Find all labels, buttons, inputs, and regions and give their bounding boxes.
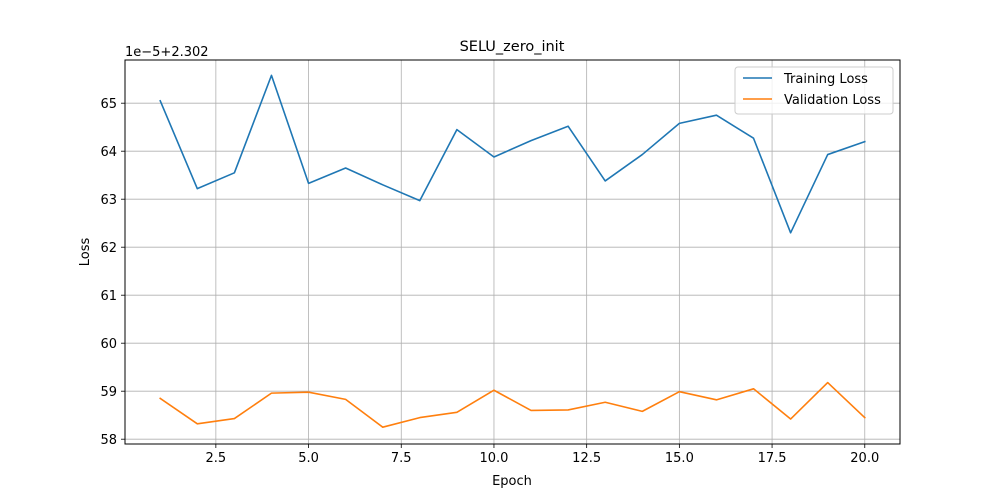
y-tick-label: 60: [100, 337, 117, 352]
x-axis-label: Epoch: [492, 474, 532, 489]
y-tick-label: 62: [100, 241, 117, 256]
x-tick-label: 12.5: [572, 451, 601, 466]
x-tick-label: 17.5: [758, 451, 787, 466]
y-tick-label: 65: [100, 97, 117, 112]
legend-box: [734, 66, 894, 115]
y-tick-label: 63: [100, 193, 117, 208]
y-tick-label: 59: [100, 385, 117, 400]
y-tick-label: 61: [100, 289, 117, 304]
legend-label-training-loss: Training Loss: [783, 72, 868, 87]
series-line-training-loss: [159, 74, 866, 234]
y-tick-label: 58: [100, 433, 117, 448]
plot-frame: [124, 59, 901, 445]
grid: [125, 60, 900, 444]
y-axis-ticks: 58 59 60 61 62 63 64 65: [100, 97, 125, 448]
legend: Training Loss Validation Loss: [734, 66, 894, 115]
x-tick-label: 20.0: [850, 451, 879, 466]
x-tick-label: 10.0: [479, 451, 508, 466]
y-axis-offset-label: 1e−5+2.302: [125, 45, 209, 60]
x-tick-label: 7.5: [391, 451, 412, 466]
x-tick-label: 15.0: [665, 451, 694, 466]
x-tick-label: 5.0: [298, 451, 319, 466]
series-lines: [159, 74, 866, 429]
series-line-validation-loss: [159, 381, 866, 429]
x-axis-ticks: 2.5 5.0 7.5 10.0 12.5 15.0 17.5 20.0: [206, 444, 879, 466]
legend-label-validation-loss: Validation Loss: [784, 93, 881, 108]
x-tick-label: 2.5: [206, 451, 227, 466]
y-tick-label: 64: [100, 145, 117, 160]
y-axis-label: Loss: [78, 238, 93, 267]
chart-title: SELU_zero_init: [460, 39, 565, 55]
